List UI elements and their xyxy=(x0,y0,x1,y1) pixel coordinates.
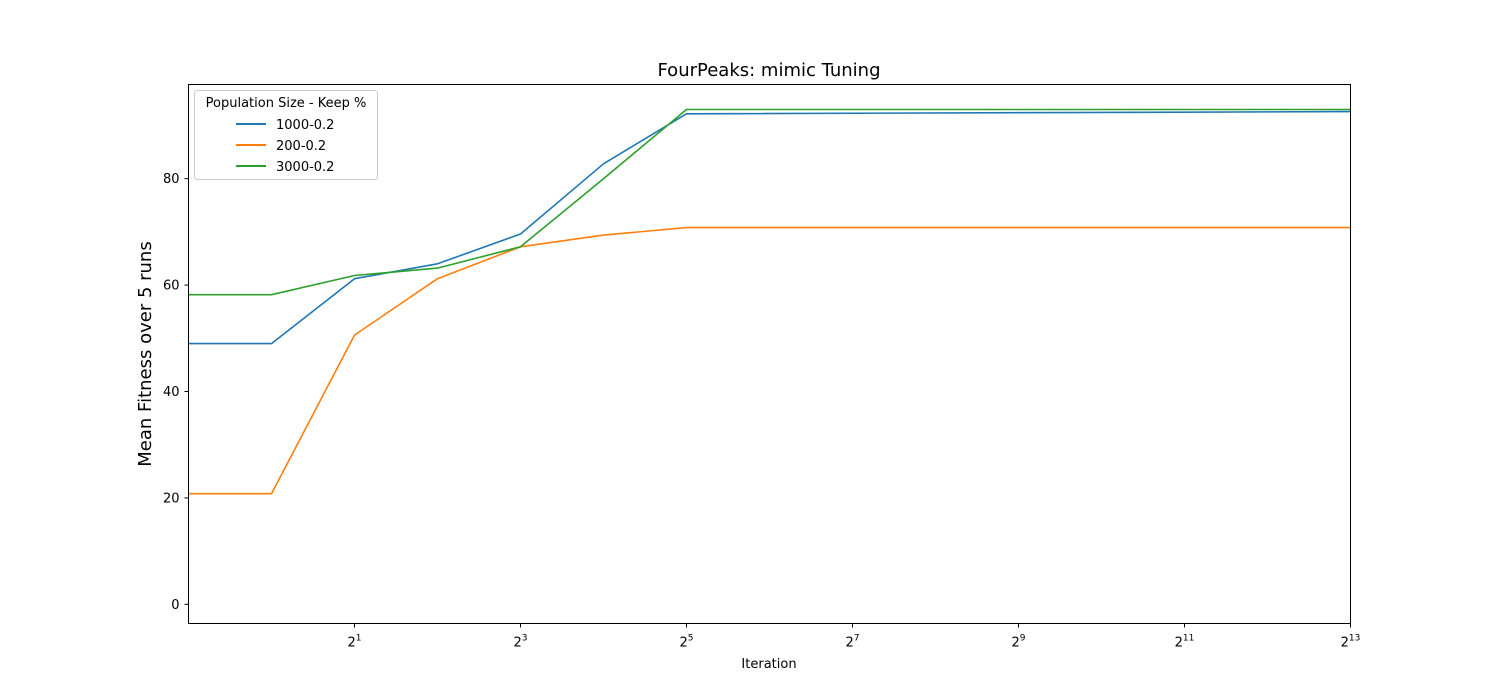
plot-lines xyxy=(188,108,1351,495)
legend: Population Size - Keep % 1000-0.2 200-0.2… xyxy=(194,90,378,180)
legend-label-0: 1000-0.2 xyxy=(276,118,334,133)
legend-entries: 1000-0.2 200-0.2 3000-0.2 xyxy=(236,118,334,175)
legend-label-1: 200-0.2 xyxy=(276,139,326,154)
y-tick-label: 40 xyxy=(163,385,180,400)
y-tick-label: 0 xyxy=(171,598,179,613)
series-line-2 xyxy=(188,108,1351,296)
legend-box xyxy=(194,90,378,180)
y-tick-label: 60 xyxy=(163,279,180,294)
x-tick-label: 23 xyxy=(513,634,527,651)
legend-title: Population Size - Keep % xyxy=(206,96,367,111)
x-tick-label: 211 xyxy=(1175,634,1195,651)
plot-frame xyxy=(188,84,1351,624)
y-tick-label: 20 xyxy=(163,491,180,506)
y-axis-ticks: 0 20 40 60 80 xyxy=(163,172,189,613)
series-line-1 xyxy=(188,226,1351,495)
x-tick-label: 25 xyxy=(679,634,693,651)
x-tick-label: 21 xyxy=(347,634,361,651)
y-tick-label: 80 xyxy=(163,172,180,187)
x-tick-label: 29 xyxy=(1011,634,1025,651)
x-axis-label: Iteration xyxy=(741,657,796,672)
y-axis-label: Mean Fitness over 5 runs xyxy=(135,241,156,466)
x-axis-ticks: 21 23 25 27 29 211 213 xyxy=(347,623,1361,651)
series-line-0 xyxy=(188,110,1351,345)
x-tick-label: 27 xyxy=(845,634,859,651)
x-tick-label: 213 xyxy=(1341,634,1361,651)
legend-label-2: 3000-0.2 xyxy=(276,160,334,175)
chart-title: FourPeaks: mimic Tuning xyxy=(657,60,880,81)
